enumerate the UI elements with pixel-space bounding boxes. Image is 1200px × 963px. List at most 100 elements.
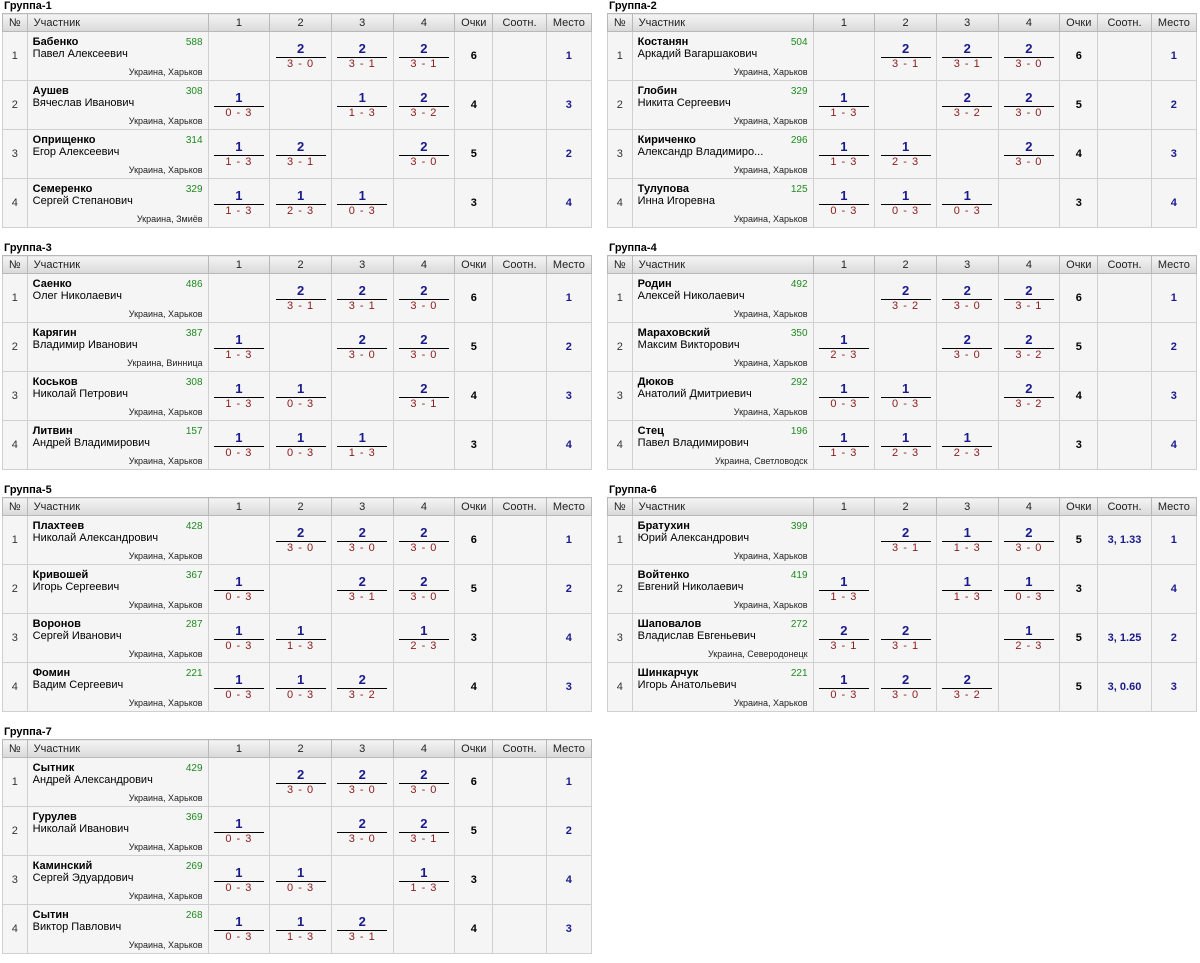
- match-result-cell[interactable]: 2 3 - 1: [874, 515, 937, 565]
- player-cell[interactable]: Шаповалов 272 Владислав Евгеньевич Украи…: [631, 613, 814, 663]
- ratio-header[interactable]: Соотн.: [492, 13, 547, 32]
- match-4-header[interactable]: 4: [997, 255, 1061, 274]
- match-3-header[interactable]: 3: [935, 13, 999, 32]
- match-result-cell[interactable]: 2 3 - 0: [330, 322, 394, 372]
- match-1-header[interactable]: 1: [207, 255, 271, 274]
- match-2-header[interactable]: 2: [269, 255, 332, 274]
- player-surname[interactable]: Стец: [637, 424, 664, 437]
- match-result-cell[interactable]: 2 3 - 0: [997, 515, 1061, 565]
- player-surname[interactable]: Кривошей: [32, 568, 89, 581]
- match-3-header[interactable]: 3: [330, 739, 394, 758]
- match-3-header[interactable]: 3: [330, 13, 394, 32]
- place-header[interactable]: Место: [545, 497, 593, 516]
- match-result-cell[interactable]: 2 3 - 2: [874, 273, 937, 323]
- match-result-cell[interactable]: 2 3 - 2: [935, 662, 999, 712]
- ratio-header[interactable]: Соотн.: [492, 255, 547, 274]
- match-1-header[interactable]: 1: [207, 739, 271, 758]
- match-result-cell[interactable]: 2 3 - 0: [874, 662, 937, 712]
- match-result-cell[interactable]: 1 1 - 3: [207, 322, 271, 372]
- match-result-cell[interactable]: 1 1 - 3: [207, 371, 271, 421]
- match-1-header[interactable]: 1: [812, 255, 876, 274]
- player-cell[interactable]: Братухин 399 Юрий Александрович Украина,…: [631, 515, 814, 565]
- match-result-cell[interactable]: 1 2 - 3: [812, 322, 876, 372]
- num-header[interactable]: №: [607, 497, 633, 516]
- player-header[interactable]: Участник: [26, 13, 209, 32]
- num-header[interactable]: №: [2, 497, 28, 516]
- player-surname[interactable]: Шинкарчук: [637, 666, 699, 679]
- match-result-cell[interactable]: 2 3 - 1: [997, 273, 1061, 323]
- match-result-cell[interactable]: 1 2 - 3: [269, 178, 332, 228]
- player-cell[interactable]: Кривошей 367 Игорь Сергеевич Украина, Ха…: [26, 564, 209, 614]
- player-cell[interactable]: Гурулев 369 Николай Иванович Украина, Ха…: [26, 806, 209, 856]
- player-surname[interactable]: Литвин: [32, 424, 73, 437]
- ratio-header[interactable]: Соотн.: [1097, 255, 1152, 274]
- points-header[interactable]: Очки: [454, 739, 494, 758]
- player-surname[interactable]: Мараховский: [637, 326, 711, 339]
- player-header[interactable]: Участник: [26, 255, 209, 274]
- player-surname[interactable]: Кириченко: [637, 133, 696, 146]
- match-result-cell[interactable]: 2 3 - 1: [330, 564, 394, 614]
- player-surname[interactable]: Саенко: [32, 277, 72, 290]
- player-header[interactable]: Участник: [631, 13, 814, 32]
- player-surname[interactable]: Родин: [637, 277, 672, 290]
- match-result-cell[interactable]: 1 0 - 3: [207, 420, 271, 470]
- match-1-header[interactable]: 1: [207, 13, 271, 32]
- player-surname[interactable]: Братухин: [637, 519, 690, 532]
- player-header[interactable]: Участник: [631, 255, 814, 274]
- place-header[interactable]: Место: [545, 255, 593, 274]
- player-cell[interactable]: Сытин 268 Виктор Павлович Украина, Харьк…: [26, 904, 209, 954]
- match-result-cell[interactable]: 1 1 - 3: [330, 80, 394, 130]
- points-header[interactable]: Очки: [454, 497, 494, 516]
- match-result-cell[interactable]: 1 0 - 3: [269, 420, 332, 470]
- match-1-header[interactable]: 1: [207, 497, 271, 516]
- match-2-header[interactable]: 2: [269, 739, 332, 758]
- match-result-cell[interactable]: 1 0 - 3: [207, 564, 271, 614]
- player-surname[interactable]: Семеренко: [32, 182, 93, 195]
- player-surname[interactable]: Костанян: [637, 35, 689, 48]
- player-surname[interactable]: Сытник: [32, 761, 75, 774]
- match-result-cell[interactable]: 1 0 - 3: [207, 806, 271, 856]
- match-result-cell[interactable]: 1 0 - 3: [812, 371, 876, 421]
- match-result-cell[interactable]: 2 3 - 0: [392, 757, 456, 807]
- num-header[interactable]: №: [2, 255, 28, 274]
- match-result-cell[interactable]: 1 0 - 3: [874, 178, 937, 228]
- match-result-cell[interactable]: 1 0 - 3: [207, 613, 271, 663]
- match-result-cell[interactable]: 1 0 - 3: [269, 662, 332, 712]
- match-result-cell[interactable]: 2 3 - 2: [330, 662, 394, 712]
- match-result-cell[interactable]: 1 0 - 3: [207, 662, 271, 712]
- match-result-cell[interactable]: 2 3 - 1: [392, 31, 456, 81]
- num-header[interactable]: №: [607, 255, 633, 274]
- match-result-cell[interactable]: 1 1 - 3: [330, 420, 394, 470]
- match-result-cell[interactable]: 2 3 - 1: [392, 806, 456, 856]
- num-header[interactable]: №: [2, 13, 28, 32]
- match-result-cell[interactable]: 1 2 - 3: [874, 129, 937, 179]
- match-result-cell[interactable]: 1 1 - 3: [207, 129, 271, 179]
- match-result-cell[interactable]: 2 3 - 1: [874, 613, 937, 663]
- player-cell[interactable]: Стец 196 Павел Владимирович Украина, Све…: [631, 420, 814, 470]
- match-result-cell[interactable]: 1 2 - 3: [935, 420, 999, 470]
- player-cell[interactable]: Шинкарчук 221 Игорь Анатольевич Украина,…: [631, 662, 814, 712]
- match-4-header[interactable]: 4: [997, 497, 1061, 516]
- match-result-cell[interactable]: 2 3 - 1: [330, 904, 394, 954]
- match-result-cell[interactable]: 1 0 - 3: [935, 178, 999, 228]
- match-result-cell[interactable]: 2 3 - 0: [392, 564, 456, 614]
- match-1-header[interactable]: 1: [812, 497, 876, 516]
- match-result-cell[interactable]: 1 0 - 3: [330, 178, 394, 228]
- place-header[interactable]: Место: [1150, 13, 1198, 32]
- player-cell[interactable]: Бабенко 588 Павел Алексеевич Украина, Ха…: [26, 31, 209, 81]
- match-3-header[interactable]: 3: [935, 255, 999, 274]
- player-surname[interactable]: Сытин: [32, 908, 69, 921]
- match-result-cell[interactable]: 1 0 - 3: [207, 904, 271, 954]
- points-header[interactable]: Очки: [454, 13, 494, 32]
- match-2-header[interactable]: 2: [269, 13, 332, 32]
- match-result-cell[interactable]: 2 3 - 0: [392, 273, 456, 323]
- match-result-cell[interactable]: 1 1 - 3: [812, 80, 876, 130]
- match-result-cell[interactable]: 2 3 - 0: [935, 322, 999, 372]
- place-header[interactable]: Место: [545, 739, 593, 758]
- match-result-cell[interactable]: 2 3 - 0: [392, 129, 456, 179]
- match-result-cell[interactable]: 1 0 - 3: [269, 855, 332, 905]
- place-header[interactable]: Место: [545, 13, 593, 32]
- match-result-cell[interactable]: 2 3 - 0: [392, 322, 456, 372]
- player-cell[interactable]: Глобин 329 Никита Сергеевич Украина, Хар…: [631, 80, 814, 130]
- match-result-cell[interactable]: 1 1 - 3: [935, 515, 999, 565]
